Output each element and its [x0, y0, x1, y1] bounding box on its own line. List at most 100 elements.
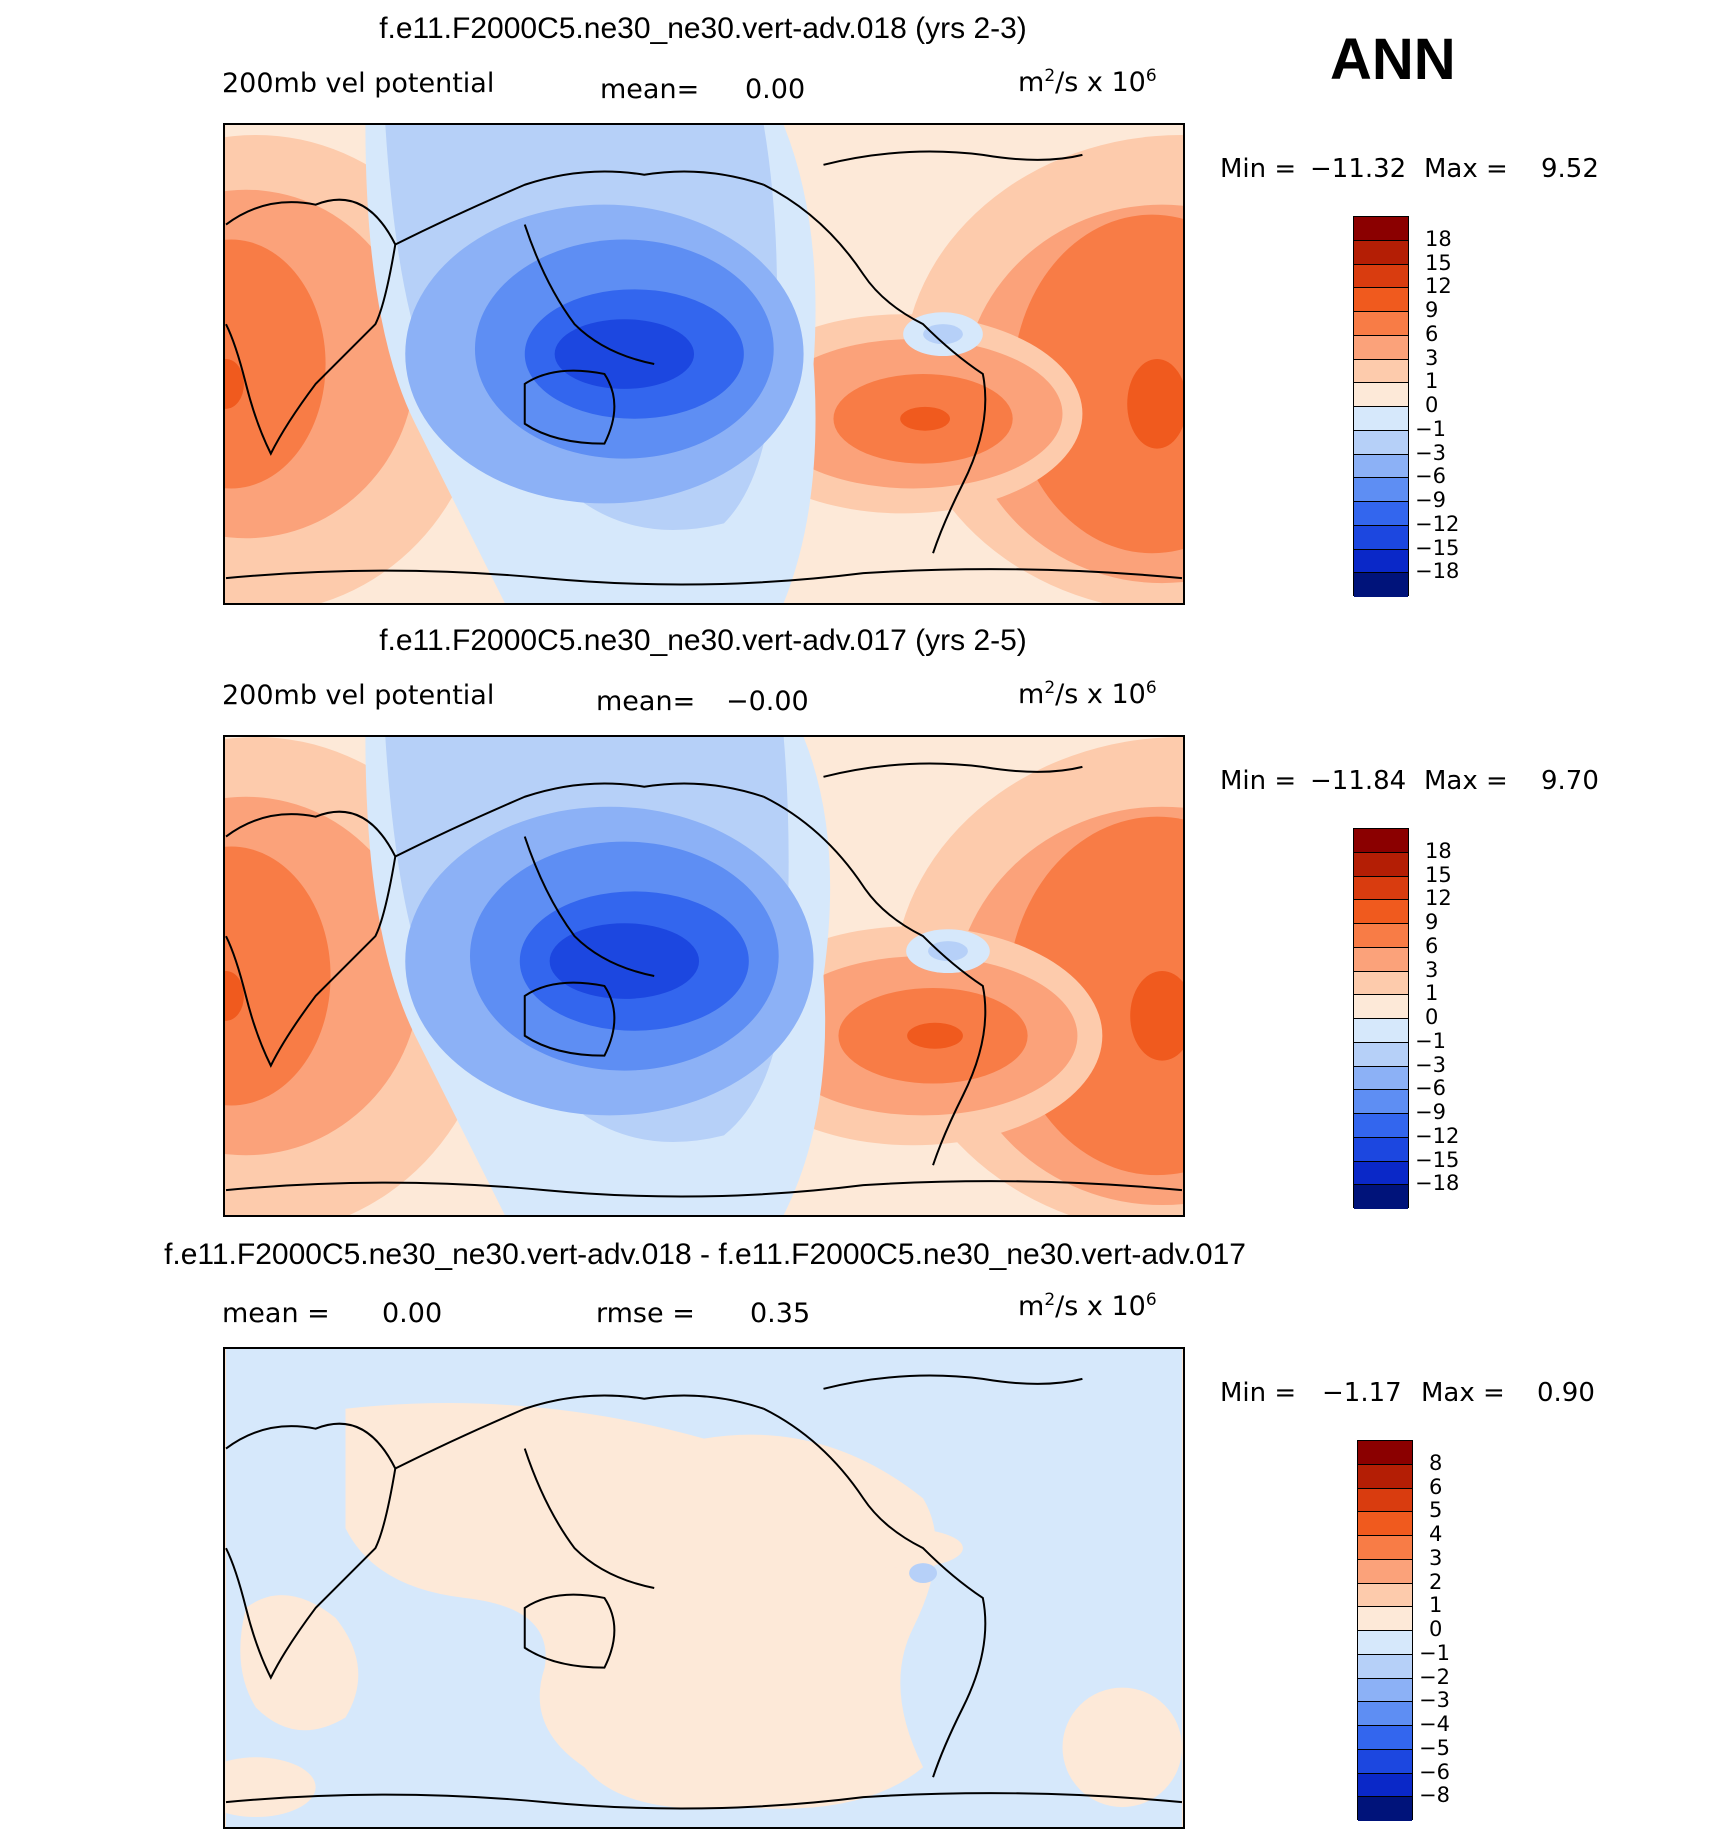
colorbar-cell [1358, 1702, 1412, 1726]
panel-1-colorbar [1353, 216, 1409, 597]
panel-2-field-label: 200mb vel potential [222, 680, 495, 711]
colorbar-cell [1354, 478, 1408, 502]
colorbar-tick-label: 18 [1425, 226, 1452, 251]
panel-2-max-value: 9.70 [1541, 766, 1599, 796]
colorbar-tick-label: 2 [1429, 1569, 1443, 1594]
panel-1-min-value: −11.32 [1310, 154, 1407, 184]
colorbar-cell [1358, 1654, 1412, 1679]
colorbar-tick-label: 1 [1425, 981, 1439, 1006]
colorbar-tick-label: −8 [1419, 1783, 1450, 1808]
colorbar-tick-label: 3 [1429, 1545, 1443, 1570]
panel-3-rmse-label: rmse = [596, 1298, 695, 1329]
colorbar-cell [1354, 1090, 1408, 1114]
panel-2-min-label: Min = [1220, 766, 1297, 796]
colorbar-cell [1354, 335, 1408, 360]
panel-3-max-value: 0.90 [1537, 1378, 1595, 1408]
colorbar-tick-label: 1 [1429, 1593, 1443, 1618]
colorbar-cell [1354, 288, 1408, 312]
panel-1-max-value: 9.52 [1541, 154, 1599, 184]
colorbar-tick-label: −4 [1419, 1712, 1450, 1736]
colorbar-cell [1354, 383, 1408, 407]
colorbar-tick-label: −9 [1415, 1100, 1446, 1124]
colorbar-tick-label: −15 [1415, 535, 1460, 560]
colorbar-cell [1354, 502, 1408, 526]
colorbar-tick-label: −15 [1415, 1147, 1460, 1172]
colorbar-tick-label: 12 [1425, 886, 1452, 911]
colorbar-cell [1358, 1559, 1412, 1584]
panel-1-min-label: Min = [1220, 154, 1297, 184]
panel-2-max-label: Max = [1424, 766, 1508, 796]
colorbar-tick-label: −1 [1415, 416, 1446, 441]
colorbar-tick-label: 15 [1425, 862, 1452, 887]
panel-1-title: f.e11.F2000C5.ne30_ne30.vert-adv.018 (yr… [379, 12, 1027, 45]
colorbar-tick-label: −1 [1415, 1028, 1446, 1053]
panel-3-max-label: Max = [1421, 1378, 1505, 1408]
colorbar-cell [1358, 1678, 1412, 1703]
colorbar-tick-label: −2 [1419, 1664, 1450, 1689]
colorbar-tick-label: 0 [1425, 1005, 1439, 1029]
colorbar-tick-label: 9 [1425, 910, 1439, 934]
colorbar-cell [1354, 1161, 1408, 1186]
colorbar-tick-label: 3 [1425, 345, 1439, 370]
colorbar-tick-label: −12 [1415, 1123, 1460, 1148]
panel-3-mean-value: 0.00 [382, 1298, 443, 1329]
colorbar-cell [1354, 359, 1408, 384]
panel-3-rmse-value: 0.35 [750, 1298, 811, 1329]
panel-3-colorbar [1357, 1440, 1413, 1821]
colorbar-tick-label: 0 [1429, 1617, 1443, 1641]
colorbar-tick-label: −6 [1419, 1759, 1450, 1784]
colorbar-cell [1354, 1185, 1408, 1209]
colorbar-tick-label: 5 [1429, 1498, 1443, 1523]
colorbar-cell [1358, 1583, 1412, 1608]
panel-2-mean-value: −0.00 [726, 686, 809, 717]
panel-1-mean-value: 0.00 [745, 74, 806, 105]
colorbar-cell [1358, 1512, 1412, 1536]
colorbar-tick-label: 8 [1429, 1450, 1443, 1475]
panel-3-min-label: Min = [1220, 1378, 1297, 1408]
panel-2-min-value: −11.84 [1310, 766, 1407, 796]
panel-1-map-field [225, 125, 1183, 603]
colorbar-cell [1358, 1607, 1412, 1631]
colorbar-tick-label: 0 [1425, 393, 1439, 417]
panel-3-title: f.e11.F2000C5.ne30_ne30.vert-adv.018 - f… [164, 1238, 1246, 1271]
panel-2-units: m2/s x 106 [1018, 678, 1157, 710]
colorbar-cell [1354, 924, 1408, 948]
colorbar-cell [1354, 430, 1408, 455]
colorbar-cell [1358, 1749, 1412, 1774]
colorbar-tick-label: 15 [1425, 250, 1452, 275]
panel-2-map-field [225, 737, 1183, 1215]
colorbar-cell [1354, 852, 1408, 877]
colorbar-tick-label: −6 [1415, 464, 1446, 489]
colorbar-cell [1358, 1488, 1412, 1513]
panel-1-max-label: Max = [1424, 154, 1508, 184]
colorbar-tick-label: 6 [1429, 1474, 1443, 1499]
colorbar-cell [1354, 995, 1408, 1019]
colorbar-tick-label: −3 [1415, 440, 1446, 465]
colorbar-cell [1358, 1773, 1412, 1798]
colorbar-tick-label: −9 [1415, 488, 1446, 512]
colorbar-cell [1354, 1114, 1408, 1138]
colorbar-tick-label: 4 [1429, 1522, 1443, 1546]
colorbar-cell [1358, 1631, 1412, 1655]
colorbar-tick-label: 3 [1425, 957, 1439, 982]
panel-3-units: m2/s x 106 [1018, 1290, 1157, 1322]
panel-1-map [223, 123, 1185, 605]
colorbar-cell [1354, 1066, 1408, 1091]
colorbar-tick-label: 12 [1425, 274, 1452, 299]
panel-3-mean-label: mean = [222, 1298, 330, 1329]
colorbar-cell [1358, 1441, 1412, 1465]
colorbar-cell [1354, 900, 1408, 924]
colorbar-cell [1354, 217, 1408, 241]
colorbar-tick-label: −1 [1419, 1640, 1450, 1665]
panel-1-field-label: 200mb vel potential [222, 68, 495, 99]
colorbar-cell [1354, 525, 1408, 550]
colorbar-tick-label: 1 [1425, 369, 1439, 394]
colorbar-tick-label: −5 [1419, 1735, 1450, 1760]
colorbar-cell [1354, 947, 1408, 972]
colorbar-cell [1354, 1137, 1408, 1162]
colorbar-tick-label: −18 [1415, 1171, 1460, 1196]
colorbar-cell [1354, 876, 1408, 901]
colorbar-cell [1358, 1726, 1412, 1750]
colorbar-cell [1354, 312, 1408, 336]
colorbar-tick-label: 6 [1425, 321, 1439, 346]
